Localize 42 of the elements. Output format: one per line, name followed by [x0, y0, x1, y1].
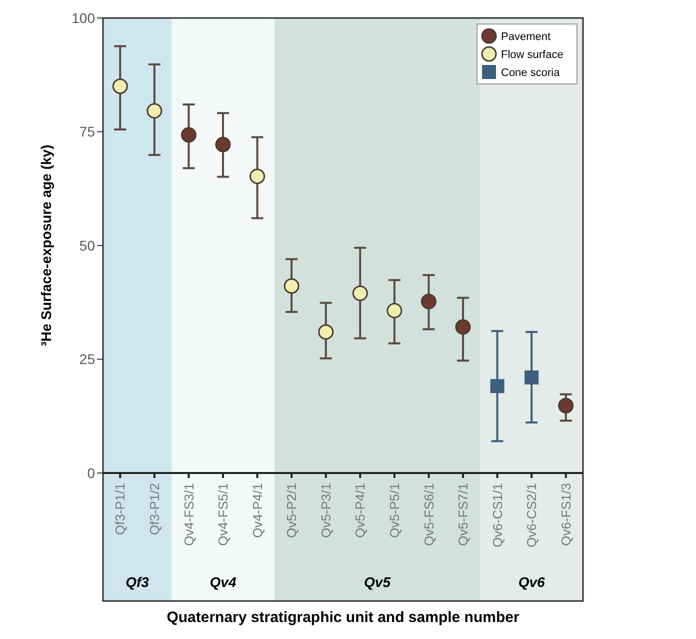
point	[420, 294, 436, 310]
legend-label: Cone scoria	[501, 66, 561, 79]
point	[386, 302, 402, 318]
y-tick-label: 75	[79, 124, 96, 140]
band-label: Qv5	[364, 574, 391, 590]
band-label: Qv4	[210, 574, 236, 590]
y-tick-label: 25	[79, 351, 96, 368]
point	[455, 319, 471, 335]
point	[490, 379, 504, 394]
y-axis-title: ³He Surface-exposure age (ky)	[38, 144, 54, 346]
legend-label: Flow surface	[501, 48, 564, 61]
x-tick-label: Qv5-P3/1	[318, 483, 334, 538]
x-tick-label: Qv5-P2/1	[284, 483, 300, 538]
x-tick-label: Qv5-FS6/1	[421, 483, 436, 546]
band-label: Qf3	[126, 574, 150, 590]
point	[146, 103, 162, 119]
point	[180, 127, 196, 143]
x-tick-label: Qv6-CS1/1	[490, 483, 505, 548]
point	[558, 398, 574, 414]
point	[318, 324, 334, 340]
point	[112, 78, 128, 94]
point	[524, 370, 539, 384]
x-tick-label: Qv5-FS7/1	[456, 483, 471, 546]
x-tick-label: Qv5-P4/1	[352, 483, 368, 538]
y-tick-label: 50	[79, 237, 96, 254]
x-tick-label: Qv4-P4/1	[250, 483, 265, 538]
x-axis-title: Quaternary stratigraphic unit and sample number	[166, 609, 520, 626]
x-tick-label: Qf3-P1/2	[146, 483, 162, 536]
legend-label: Pavement	[501, 30, 551, 43]
x-tick-label: Qv6-CS2/1	[524, 483, 540, 548]
x-tick-label: Qf3-P1/1	[112, 483, 128, 536]
x-tick-label: Qv5-P5/1	[386, 483, 402, 538]
point	[215, 136, 231, 152]
point	[352, 286, 368, 302]
point	[284, 278, 300, 294]
x-tick-label: Qv4-FS3/1	[181, 483, 196, 546]
x-tick-label: Qv4-FS5/1	[216, 483, 231, 546]
point	[250, 168, 266, 184]
band-label: Qv6	[518, 574, 546, 590]
y-tick-label: 0	[87, 464, 96, 481]
y-tick-label: 100	[72, 10, 96, 26]
x-tick-label: Qv6-FS1/3	[558, 483, 574, 546]
